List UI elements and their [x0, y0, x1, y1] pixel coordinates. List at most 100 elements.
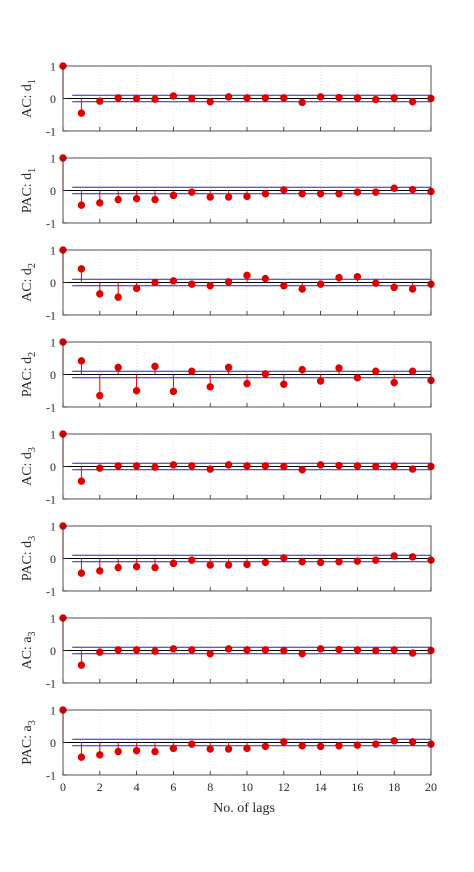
panel-1-marker-4	[132, 94, 141, 103]
panel-8-marker-14	[316, 742, 325, 751]
panel-5-marker-8	[206, 465, 214, 473]
panel-7-marker-6	[169, 645, 178, 653]
panel-5-marker-14	[316, 461, 325, 469]
panel-6-marker-15	[335, 558, 343, 566]
panel-1-marker-16	[353, 94, 362, 102]
panel-3-marker-11	[261, 274, 270, 283]
panel-2-marker-6	[169, 191, 178, 200]
panel-6-marker-6	[169, 559, 178, 568]
panel-2-ytick-label-1: 0	[50, 184, 56, 198]
panel-3: -1 0 1 AC: d2	[20, 244, 435, 323]
panel-7-marker-9	[224, 645, 233, 653]
panel-8-marker-5	[151, 747, 159, 756]
panel-5-marker-12	[280, 462, 288, 471]
panel-1-ylabel-main: AC: d	[20, 84, 35, 118]
panel-3-marker-6	[169, 277, 178, 285]
panel-3-marker-4	[132, 284, 141, 293]
panel-8-xtick-label-10: 20	[425, 780, 437, 794]
panel-6-marker-10	[243, 560, 251, 569]
panel-5-marker-18	[390, 462, 398, 470]
panel-6-ytick-label-1: 0	[50, 552, 56, 566]
panel-5-marker-4	[132, 462, 141, 470]
panel-7-marker-14	[316, 645, 325, 653]
panel-6-ytick-label-0: -1	[46, 585, 56, 599]
panel-8-ylabel-main: PAC: a	[20, 724, 35, 764]
panel-4-ylabel-main: PAC: d	[20, 357, 35, 397]
panel-3-marker-17	[372, 279, 380, 287]
panel-7-marker-7	[188, 646, 196, 654]
panel-3-marker-2	[96, 290, 104, 298]
panel-6-marker-3	[114, 563, 122, 572]
panel-8-xtick-label-9: 18	[388, 780, 400, 794]
panel-3-marker-3	[114, 293, 122, 301]
panel-6-marker-2	[96, 567, 104, 575]
panel-2-ytick-label-0: -1	[46, 217, 56, 231]
panel-6-ylabel: PAC: d3	[20, 536, 38, 581]
panel-4-marker-4	[132, 387, 141, 395]
panel-5-marker-17	[372, 462, 380, 471]
panel-1-marker-19	[408, 98, 417, 106]
panel-8-xtick-label-6: 12	[278, 780, 290, 794]
panel-3-marker-16	[353, 272, 362, 281]
panel-2-ylabel-subscript: 1	[27, 168, 38, 173]
panel-6-marker-5	[151, 563, 159, 572]
panel-3-ylabel: AC: d2	[20, 263, 38, 302]
panel-4-marker-13	[298, 365, 306, 374]
panel-8-ytick-label-0: -1	[46, 769, 56, 783]
panel-8-marker-8	[206, 745, 214, 753]
panel-7-ylabel-subscript: 3	[27, 631, 38, 636]
panel-7-ytick-label-1: 0	[50, 644, 56, 658]
panel-6-marker-18	[390, 552, 398, 560]
panel-1-marker-14	[316, 93, 325, 101]
panel-1-marker-1	[77, 109, 86, 117]
panel-1-marker-11	[261, 94, 270, 102]
panel-8-xtick-label-0: 0	[60, 780, 66, 794]
panel-3-ytick-label-0: -1	[46, 309, 56, 323]
panel-1-marker-2	[96, 97, 104, 105]
panel-2-marker-16	[353, 188, 362, 196]
panel-5-marker-9	[224, 461, 233, 469]
panel-8-marker-11	[261, 742, 270, 751]
panel-8-xtick-label-5: 10	[241, 780, 253, 794]
panel-8-xtick-label-7: 14	[315, 780, 327, 794]
panel-2-marker-3	[114, 195, 122, 204]
panel-5-marker-11	[261, 462, 270, 470]
panel-4-marker-3	[114, 363, 122, 372]
panel-6-marker-17	[372, 556, 380, 564]
panel-4-marker-8	[206, 383, 214, 391]
panel-6-marker-12	[280, 554, 288, 562]
panel-7-marker-11	[261, 646, 270, 654]
panel-7-marker-5	[151, 647, 159, 655]
panel-4-marker-15	[335, 364, 343, 372]
panel-7-ytick-label-2: 1	[50, 612, 56, 626]
panel-1-marker-12	[280, 94, 288, 102]
panel-3-marker-15	[335, 273, 343, 282]
panel-7-ytick-label-0: -1	[46, 677, 56, 691]
panel-4-marker-6	[169, 387, 178, 396]
panel-2-ylabel-main: PAC: d	[20, 173, 35, 213]
panel-6-marker-7	[188, 556, 196, 564]
panel-7-marker-17	[372, 646, 380, 655]
panel-3-ylabel-main: AC: d	[20, 268, 35, 302]
panel-2-marker-2	[96, 199, 104, 207]
panel-8-xtick-label-3: 6	[170, 780, 176, 794]
panel-6-marker-1	[77, 569, 86, 577]
panel-1-marker-3	[114, 94, 122, 102]
panel-7-marker-16	[353, 646, 362, 654]
panel-4-ylabel-subscript: 2	[27, 352, 38, 357]
panel-8-marker-4	[132, 746, 141, 755]
panel-4-marker-11	[261, 370, 270, 378]
panel-2-marker-14	[316, 190, 325, 198]
panel-3-marker-7	[188, 280, 196, 288]
panel-8-ylabel: PAC: a3	[20, 720, 38, 765]
panel-1-marker-9	[224, 93, 233, 101]
panel-1-marker-5	[151, 95, 159, 103]
panel-5-marker-5	[151, 463, 159, 471]
panel-3-ytick-label-2: 1	[50, 244, 56, 258]
panel-5-marker-2	[96, 464, 104, 472]
panel-8-marker-12	[280, 738, 288, 746]
panel-8-xtick-label-2: 4	[134, 780, 140, 794]
